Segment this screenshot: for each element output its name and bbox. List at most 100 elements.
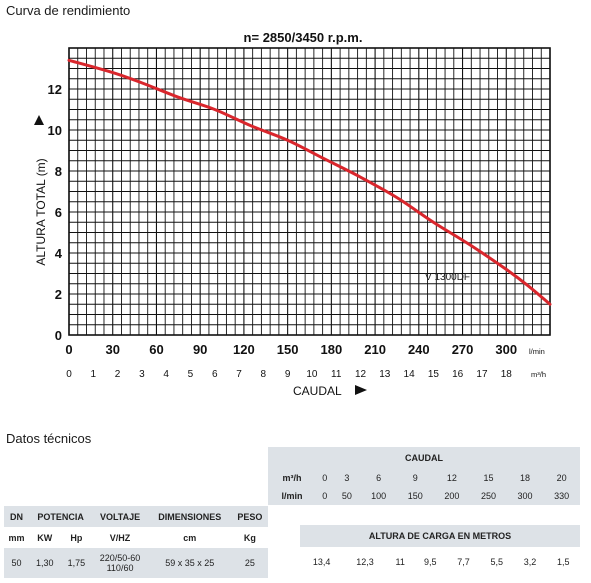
x-tick-label: 60 bbox=[149, 342, 163, 357]
m3h-cell: 20 bbox=[556, 473, 567, 483]
unit-vhz: V/HZ bbox=[92, 527, 148, 548]
m3h-label: m³/h bbox=[282, 473, 302, 483]
x2-tick-label: 0 bbox=[66, 369, 72, 380]
x-tick-label: 0 bbox=[65, 342, 72, 357]
x-tick-label: 180 bbox=[321, 342, 343, 357]
unit-kg: Kg bbox=[231, 527, 268, 548]
x-tick-label: 300 bbox=[495, 342, 517, 357]
m3h-cell: 12 bbox=[446, 473, 457, 483]
unit-cm: cm bbox=[147, 527, 232, 548]
x-tick-label: 150 bbox=[277, 342, 299, 357]
chart-title: n= 2850/3450 r.p.m. bbox=[244, 30, 363, 45]
altura-cell: 13,4 bbox=[312, 557, 331, 567]
x-tick-label: 240 bbox=[408, 342, 430, 357]
m3h-cell: 18 bbox=[520, 473, 531, 483]
y-tick-label: 10 bbox=[48, 123, 62, 138]
altura-cell: 1,5 bbox=[557, 557, 570, 567]
value-voltaje: 220/50-60 110/60 bbox=[92, 548, 148, 578]
x-tick-labels: 0 30 60 90 120 150 180 210 240 270 300 bbox=[65, 342, 517, 357]
x2-tick-label: 17 bbox=[476, 369, 488, 380]
altura-table: ALTURA DE CARGA EN METROS 13,4 12,3 11 9… bbox=[268, 525, 580, 577]
curve-section-title: Curva de rendimiento bbox=[6, 3, 131, 18]
lmin-cell: 0 bbox=[322, 491, 328, 501]
altura-cell: 9,5 bbox=[423, 557, 437, 567]
chart-grid bbox=[68, 47, 551, 336]
y-tick-labels: 0 2 4 6 8 10 12 bbox=[48, 82, 63, 343]
x2-tick-label: 16 bbox=[452, 369, 464, 380]
x2-tick-label: 14 bbox=[404, 369, 416, 380]
x-tick-label: 270 bbox=[452, 342, 474, 357]
x2-tick-label: 9 bbox=[285, 369, 291, 380]
m3h-cell: 3 bbox=[344, 473, 350, 483]
value-voltaje-line1: 220/50-60 bbox=[99, 553, 141, 563]
x2-tick-label: 8 bbox=[261, 369, 267, 380]
x2-tick-label: 10 bbox=[306, 369, 318, 380]
altura-cell: 5,5 bbox=[490, 557, 503, 567]
lmin-cell: 200 bbox=[444, 491, 460, 501]
m3h-cell: 15 bbox=[483, 473, 494, 483]
x-tick-label: 90 bbox=[193, 342, 207, 357]
series-line-v1300df bbox=[67, 58, 552, 306]
x2-tick-label: 15 bbox=[428, 369, 440, 380]
value-peso: 25 bbox=[244, 558, 255, 568]
unit-mm: mm bbox=[4, 527, 30, 548]
value-dimensiones: 59 x 35 x 25 bbox=[165, 558, 215, 568]
x2-tick-label: 7 bbox=[236, 369, 242, 380]
potencia-header: POTENCIA bbox=[37, 511, 84, 522]
x-axis-arrow-icon bbox=[355, 385, 367, 395]
x-tick-label: 30 bbox=[105, 342, 119, 357]
caudal-table: CAUDAL m³/h 0 3 6 9 12 15 18 20 l/min 0 … bbox=[268, 447, 580, 505]
dn-header: DN bbox=[10, 511, 23, 522]
x-tick-label: 120 bbox=[233, 342, 255, 357]
y-tick-label: 8 bbox=[55, 164, 62, 179]
tech-table: DN POTENCIA VOLTAJE DIMENSIONES PESO mm … bbox=[4, 506, 268, 578]
altura-spacer bbox=[268, 525, 300, 547]
x2-tick-label: 4 bbox=[163, 369, 169, 380]
value-voltaje-line2: 110/60 bbox=[106, 563, 134, 573]
lmin-label: l/min bbox=[281, 491, 303, 501]
altura-title: ALTURA DE CARGA EN METROS bbox=[368, 531, 512, 541]
lmin-cell: 330 bbox=[554, 491, 570, 501]
lmin-cell: 100 bbox=[371, 491, 387, 501]
y-tick-label: 2 bbox=[55, 287, 62, 302]
x2-tick-label: 2 bbox=[115, 369, 121, 380]
peso-header: PESO bbox=[237, 511, 263, 522]
voltaje-header: VOLTAJE bbox=[99, 511, 141, 522]
y-tick-label: 4 bbox=[55, 246, 63, 261]
x-unit-lmin: l/min bbox=[529, 347, 545, 356]
lmin-cell: 300 bbox=[517, 491, 533, 501]
caudal-title: CAUDAL bbox=[405, 453, 443, 463]
value-hp: 1,75 bbox=[67, 558, 86, 568]
x2-tick-label: 11 bbox=[331, 369, 342, 380]
m3h-cell: 9 bbox=[412, 473, 418, 483]
y-tick-label: 0 bbox=[55, 328, 62, 343]
x-unit-m3h: m³/h bbox=[531, 370, 546, 379]
altura-cell: 11 bbox=[395, 557, 405, 567]
x2-tick-labels: 0 1 2 3 4 5 6 7 8 9 10 11 12 13 14 15 16 17 18 bbox=[66, 369, 512, 380]
x2-tick-label: 13 bbox=[379, 369, 391, 380]
y-tick-label: 12 bbox=[48, 82, 62, 97]
lmin-cell: 50 bbox=[341, 491, 352, 501]
altura-spacer bbox=[268, 547, 300, 577]
x-tick-label: 210 bbox=[364, 342, 386, 357]
altura-cell: 12,3 bbox=[356, 557, 374, 567]
series-label: V 1300DF bbox=[425, 272, 470, 283]
m3h-cell: 0 bbox=[322, 473, 328, 483]
y-axis-arrow-icon bbox=[34, 115, 44, 125]
altura-cell: 7,7 bbox=[457, 557, 470, 567]
tech-section-title: Datos técnicos bbox=[6, 431, 92, 446]
y-tick-label: 6 bbox=[55, 205, 62, 220]
x2-tick-label: 1 bbox=[91, 369, 97, 380]
dimensiones-header: DIMENSIONES bbox=[158, 511, 222, 522]
value-dn: 50 bbox=[11, 558, 22, 568]
y-axis-title: ALTURA TOTAL (m) bbox=[34, 158, 48, 265]
lmin-cell: 150 bbox=[407, 491, 423, 501]
unit-kw: KW bbox=[29, 527, 61, 548]
m3h-cell: 6 bbox=[376, 473, 382, 483]
altura-cell: 3,2 bbox=[523, 557, 537, 567]
x2-tick-label: 5 bbox=[188, 369, 194, 380]
x2-tick-label: 6 bbox=[212, 369, 218, 380]
unit-hp: Hp bbox=[60, 527, 93, 548]
x-axis-title: CAUDAL bbox=[293, 384, 342, 398]
